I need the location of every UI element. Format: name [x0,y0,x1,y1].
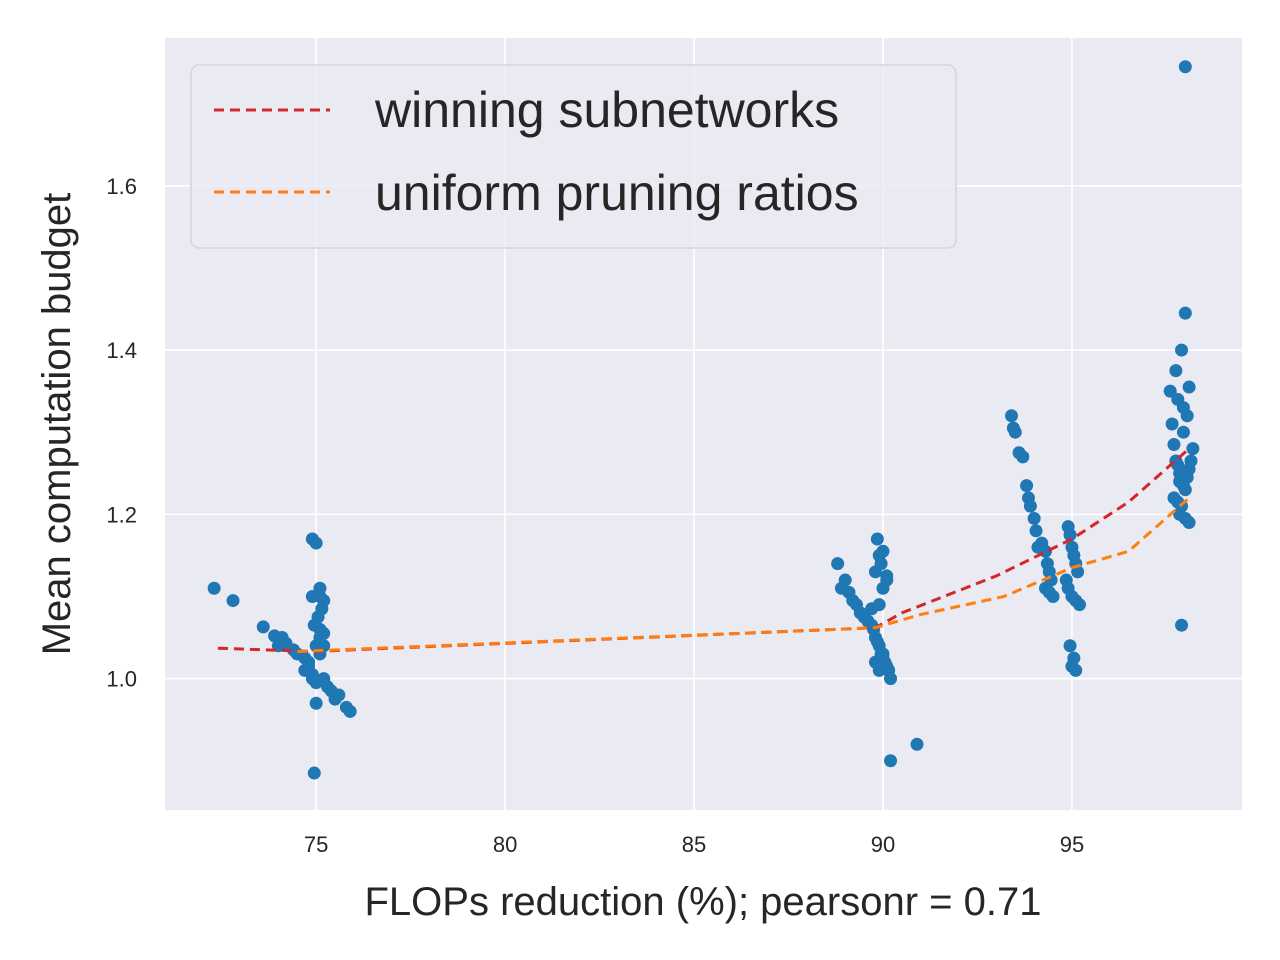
y-tick-label: 1.0 [106,667,137,692]
scatter-point [1182,380,1196,394]
scatter-points [207,60,1200,780]
scatter-point [1063,528,1077,542]
scatter-point [884,754,898,768]
legend-label-winning-subnetworks: winning subnetworks [374,82,839,138]
scatter-point [880,573,894,587]
scatter-point [207,581,221,595]
y-tick-label: 1.2 [106,502,137,527]
scatter-point [1165,417,1179,431]
x-tick-label: 75 [304,832,328,857]
x-tick-label: 80 [493,832,517,857]
scatter-point [307,618,321,632]
scatter-point [1182,516,1196,530]
legend-label-uniform-pruning-ratios: uniform pruning ratios [375,165,859,221]
scatter-point [1016,450,1030,464]
fit-lines [217,447,1191,654]
scatter-point [1176,425,1190,439]
scatter-point [1176,401,1190,415]
scatter-point [884,672,898,686]
scatter-point [1186,442,1200,456]
scatter-point [317,672,331,686]
scatter-point [226,594,240,608]
y-tick-label: 1.4 [106,338,137,363]
scatter-point [1069,663,1083,677]
scatter-point [1169,364,1183,378]
x-tick-label: 90 [871,832,895,857]
scatter-point [1023,499,1037,513]
scatter-point [876,544,890,558]
scatter-point [838,573,852,587]
x-tick-label: 85 [682,832,706,857]
scatter-point [868,565,882,579]
scatter-point [317,626,331,640]
scatter-point [307,766,321,780]
scatter-point [309,696,323,710]
x-axis-label: FLOPs reduction (%); pearsonr = 0.71 [365,880,1042,924]
y-tick-label: 1.6 [106,174,137,199]
scatter-point [831,557,845,571]
scatter-point [1178,306,1192,320]
scatter-point [870,532,884,546]
scatter-point [1173,474,1187,488]
scatter-point [1004,409,1018,423]
legend: winning subnetworks uniform pruning rati… [190,64,957,249]
scatter-point [1073,598,1087,612]
x-tick-label: 95 [1060,832,1084,857]
scatter-point [1173,507,1187,521]
scatter-point [1008,425,1022,439]
x-tick-labels: 75 80 85 90 95 [304,832,1084,857]
scatter-point [1175,343,1189,357]
scatter-point [910,737,924,751]
scatter-point [1027,511,1041,525]
scatter-point [1029,524,1043,538]
scatter-point [1184,454,1198,468]
scatter-point [309,536,323,550]
uniform-pruning-ratios-line [297,496,1191,653]
scatter-point [1178,60,1192,74]
scatter-point [305,589,319,603]
y-axis-label: Mean computation budget [35,193,79,656]
scatter-point [876,647,890,661]
scatter-point [1163,384,1177,398]
scatter-point [332,688,346,702]
scatter-point [1175,618,1189,632]
scatter-point [1167,438,1181,452]
legend-box [190,64,957,249]
scatter-point [1046,589,1060,603]
scatter-point [343,704,357,718]
scatter-point [1071,565,1085,579]
scatter-point [256,620,270,634]
scatter-point [1063,639,1077,653]
scatter-point [872,598,886,612]
scatter-point [868,655,882,669]
winning-subnetworks-line [217,447,1191,654]
scatter-point [1020,479,1034,493]
y-tick-labels: 1.0 1.2 1.4 1.6 [106,174,137,692]
